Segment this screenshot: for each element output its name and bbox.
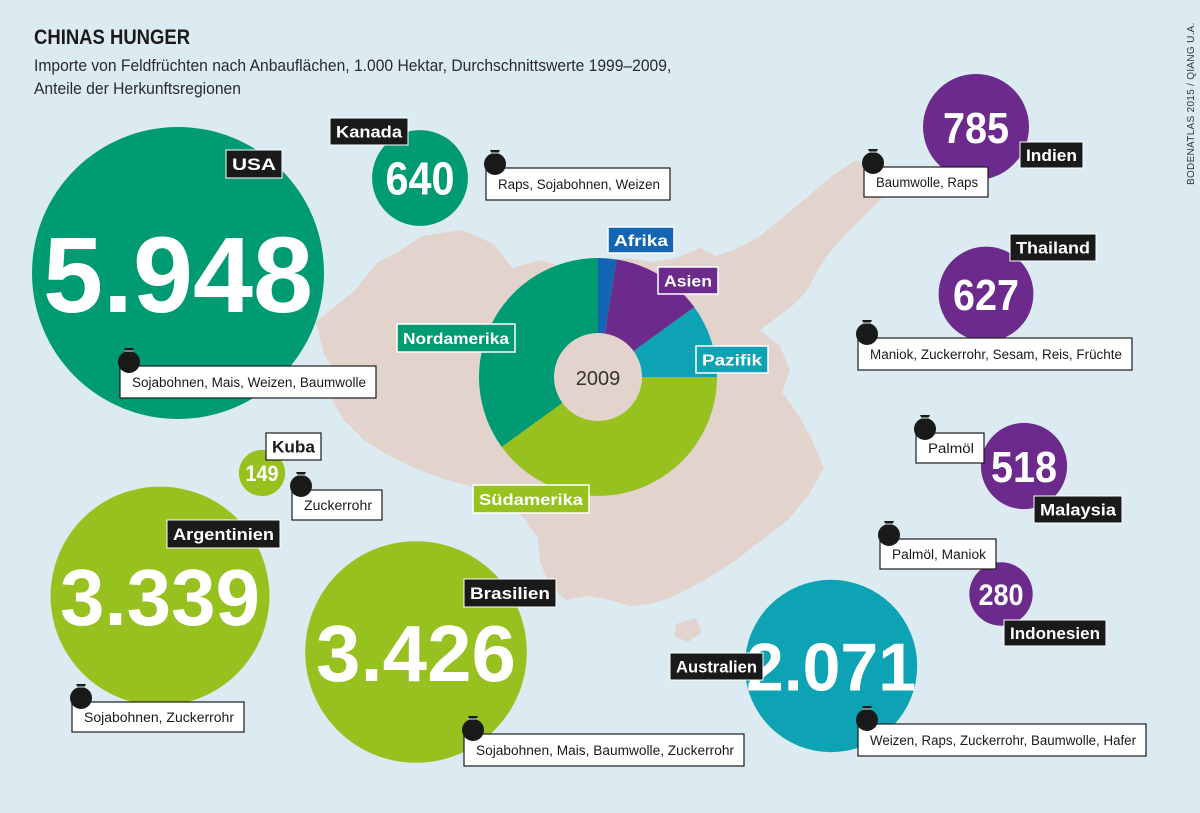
region-label-afrika: Afrika bbox=[607, 226, 675, 254]
country-tag-kanada: Kanada bbox=[329, 117, 409, 146]
value-label-thailand: 627 bbox=[953, 271, 1019, 320]
value-label-brasilien: 3.426 bbox=[316, 609, 516, 698]
country-name-kanada: Kanada bbox=[336, 123, 403, 142]
sack-icon bbox=[878, 521, 900, 546]
region-label-text-nordamerika: Nordamerika bbox=[403, 331, 509, 348]
crop-box-indonesien: Palmöl, Maniok bbox=[879, 538, 997, 570]
bubble-usa bbox=[32, 127, 324, 419]
crop-box-thailand: Maniok, Zuckerrohr, Sesam, Reis, Früchte bbox=[857, 337, 1133, 371]
country-tag-indien: Indien bbox=[1019, 141, 1084, 169]
source-credit: BODENATLAS 2015 / QIANG U.A. bbox=[1186, 22, 1197, 185]
crop-box-brasilien: Sojabohnen, Mais, Baumwolle, Zuckerrohr bbox=[463, 733, 745, 767]
value-label-argentinien: 3.339 bbox=[60, 553, 260, 642]
crop-list-brasilien: Sojabohnen, Mais, Baumwolle, Zuckerrohr bbox=[476, 743, 735, 758]
country-name-kuba: Kuba bbox=[272, 438, 316, 457]
region-label-asien: Asien bbox=[657, 266, 719, 295]
sack-icon bbox=[856, 706, 878, 731]
subtitle-line-1: Importe von Feldfrüchten nach Anbaufläch… bbox=[34, 56, 672, 75]
country-name-australien: Australien bbox=[676, 658, 757, 677]
country-tag-thailand: Thailand bbox=[1009, 233, 1097, 262]
bubble-kanada bbox=[372, 130, 468, 226]
region-label-pazifik: Pazifik bbox=[695, 345, 769, 374]
sack-icon bbox=[70, 684, 92, 709]
crop-list-indien: Baumwolle, Raps bbox=[876, 175, 978, 190]
crop-box-indien: Baumwolle, Raps bbox=[863, 166, 989, 198]
chart-title: CHINAS HUNGER bbox=[34, 26, 191, 49]
crop-box-usa: Sojabohnen, Mais, Weizen, Baumwolle bbox=[119, 365, 377, 399]
donut-hole bbox=[554, 333, 642, 421]
country-tag-brasilien: Brasilien bbox=[463, 578, 557, 608]
crop-box-australien: Weizen, Raps, Zuckerrohr, Baumwolle, Haf… bbox=[857, 723, 1147, 757]
country-name-malaysia: Malaysia bbox=[1040, 501, 1117, 520]
label-layer: 5.948 640 149 3.339 3.426 785 627 518 280 2.071 Af… bbox=[43, 104, 1147, 767]
pie-slice-nordamerika bbox=[479, 258, 598, 447]
crop-box-kanada: Raps, Sojabohnen, Weizen bbox=[485, 167, 671, 201]
value-label-kuba: 149 bbox=[246, 461, 279, 486]
bubble-malaysia bbox=[980, 422, 1068, 510]
sack-icon bbox=[914, 415, 936, 440]
country-tag-kuba: Kuba bbox=[265, 432, 322, 461]
country-name-thailand: Thailand bbox=[1016, 239, 1090, 258]
country-tag-usa: USA bbox=[225, 149, 283, 179]
crop-box-argentinien: Sojabohnen, Zuckerrohr bbox=[71, 701, 245, 733]
chart-subtitle: Importe von Feldfrüchten nach Anbaufläch… bbox=[34, 54, 770, 100]
value-label-australien: 2.071 bbox=[746, 629, 916, 705]
bubble-indien bbox=[923, 74, 1029, 180]
region-label-text-suedamerika: Südamerika bbox=[479, 492, 583, 509]
subtitle-line-2: Anteile der Herkunftsregionen bbox=[34, 79, 241, 98]
crop-list-argentinien: Sojabohnen, Zuckerrohr bbox=[84, 710, 235, 725]
crop-list-kanada: Raps, Sojabohnen, Weizen bbox=[498, 177, 660, 192]
sack-icon bbox=[484, 150, 506, 175]
country-name-argentinien: Argentinien bbox=[173, 525, 274, 544]
country-name-indien: Indien bbox=[1026, 146, 1077, 165]
sack-icon bbox=[862, 149, 884, 174]
sack-icon bbox=[290, 472, 312, 497]
country-tag-argentinien: Argentinien bbox=[166, 519, 281, 549]
value-label-kanada: 640 bbox=[386, 153, 455, 205]
sack-icon bbox=[856, 320, 878, 345]
country-name-usa: USA bbox=[232, 155, 276, 174]
value-label-indonesien: 280 bbox=[979, 579, 1024, 612]
bubble-layer bbox=[32, 74, 1068, 763]
region-label-text-asien: Asien bbox=[664, 274, 712, 291]
country-name-brasilien: Brasilien bbox=[470, 584, 550, 603]
bubble-indonesien bbox=[969, 562, 1033, 626]
country-tag-malaysia: Malaysia bbox=[1033, 495, 1123, 524]
value-label-indien: 785 bbox=[943, 104, 1009, 153]
donut-center-label: 2009 bbox=[576, 368, 621, 390]
region-label-text-afrika: Afrika bbox=[614, 233, 668, 250]
bubble-australien bbox=[744, 579, 918, 753]
sack-icon bbox=[462, 716, 484, 741]
bubble-kuba bbox=[238, 449, 286, 497]
country-tag-indonesien: Indonesien bbox=[1003, 619, 1107, 647]
bubble-thailand bbox=[938, 246, 1034, 342]
hainan-island bbox=[674, 618, 702, 642]
sack-icon bbox=[118, 348, 140, 373]
region-label-text-pazifik: Pazifik bbox=[702, 353, 762, 370]
crop-list-usa: Sojabohnen, Mais, Weizen, Baumwolle bbox=[132, 375, 366, 390]
country-name-indonesien: Indonesien bbox=[1010, 624, 1100, 643]
country-tag-australien: Australien bbox=[669, 652, 764, 681]
crop-list-thailand: Maniok, Zuckerrohr, Sesam, Reis, Früchte bbox=[870, 347, 1122, 362]
region-label-suedamerika: Südamerika bbox=[472, 484, 590, 514]
pie-slice-suedamerika bbox=[501, 377, 717, 496]
crop-list-kuba: Zuckerrohr bbox=[304, 498, 373, 513]
value-label-usa: 5.948 bbox=[43, 214, 313, 335]
value-label-malaysia: 518 bbox=[991, 443, 1057, 492]
crop-list-malaysia: Palmöl bbox=[928, 441, 974, 456]
crop-list-indonesien: Palmöl, Maniok bbox=[892, 547, 986, 562]
region-label-nordamerika: Nordamerika bbox=[396, 323, 516, 353]
crop-list-australien: Weizen, Raps, Zuckerrohr, Baumwolle, Haf… bbox=[870, 733, 1136, 748]
